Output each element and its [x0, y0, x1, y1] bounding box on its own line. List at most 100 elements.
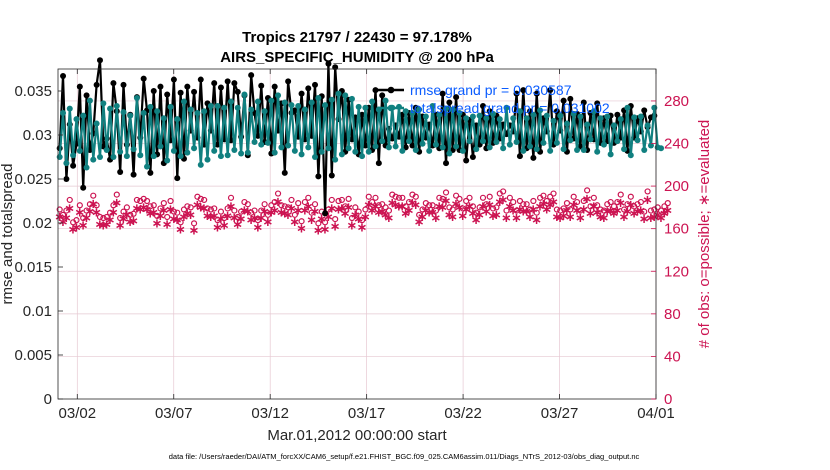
obs-possible-point: [469, 203, 477, 210]
rmse-point: [93, 81, 100, 88]
rmse-point: [439, 90, 446, 97]
obs-evaluated-point: ∗: [380, 208, 391, 223]
rmse-point: [63, 176, 70, 182]
obs-evaluated-point: ∗: [162, 217, 173, 232]
totalspread-point: [275, 92, 282, 99]
obs-evaluated-point: ∗: [84, 205, 95, 220]
totalspread-point: [624, 104, 631, 111]
obs-possible-point: [600, 207, 608, 214]
rmse-point: [580, 99, 587, 106]
rmse-point: [80, 184, 87, 191]
obs-evaluated-point: ∗: [138, 200, 149, 215]
obs-evaluated-point: ∗: [565, 210, 576, 225]
obs-possible-point: [86, 201, 94, 208]
totalspread-point: [594, 148, 601, 155]
totalspread-point: [144, 163, 151, 170]
obs-evaluated-point: ∗: [427, 206, 438, 221]
obs-possible-point: [641, 208, 648, 215]
totalspread-point: [637, 113, 644, 120]
obs-evaluated-point: ∗: [373, 206, 384, 221]
obs-possible-point: [201, 196, 208, 204]
rmse-point: [312, 81, 319, 88]
obs-possible-point: [251, 207, 258, 214]
obs-possible-point: [620, 206, 628, 213]
y-tick-label: 0.025: [14, 171, 52, 188]
obs-evaluated-point: ∗: [471, 213, 482, 228]
obs-possible-point: [385, 207, 393, 214]
obs-possible-point: [164, 213, 171, 221]
obs-possible-point: [489, 205, 497, 212]
obs-possible-point: [261, 201, 268, 208]
obs-evaluated-point: ∗: [195, 200, 206, 215]
obs-evaluated-point: ∗: [538, 197, 549, 212]
obs-possible-point: [90, 192, 97, 199]
rmse-point: [147, 169, 154, 176]
totalspread-point: [658, 145, 665, 152]
totalspread-point: [271, 149, 278, 156]
obs-evaluated-point: ∗: [397, 199, 408, 214]
rmse-point: [614, 111, 621, 118]
obs-possible-point: [127, 211, 134, 218]
obs-evaluated-point: ∗: [326, 201, 337, 216]
y-tick-label: 0.01: [23, 303, 52, 320]
totalspread-point: [412, 146, 419, 153]
obs-evaluated-point: ∗: [168, 212, 179, 227]
obs-evaluated-point: ∗: [88, 197, 99, 212]
rmse-point: [409, 142, 416, 149]
totalspread-point: [100, 100, 107, 107]
obs-evaluated-point: ∗: [98, 218, 109, 233]
obs-possible-point: [644, 188, 651, 195]
rmse-point: [130, 171, 137, 178]
totalspread-point: [473, 146, 480, 153]
obs-evaluated-point: ∗: [551, 210, 562, 225]
totalspread-point: [204, 156, 211, 163]
totalspread-point: [483, 115, 490, 122]
obs-evaluated-point: ∗: [148, 206, 159, 221]
obs-possible-point: [523, 201, 530, 208]
obs-evaluated-point: ∗: [404, 204, 415, 219]
obs-evaluated-point: ∗: [340, 207, 351, 222]
totalspread-point: [439, 144, 446, 151]
totalspread-point: [530, 111, 537, 118]
obs-possible-point: [654, 204, 661, 211]
totalspread-point: [295, 102, 302, 109]
obs-evaluated-point: ∗: [474, 208, 485, 223]
plot-frame: [57, 68, 657, 400]
totalspread-point: [345, 145, 352, 152]
obs-evaluated-point: ∗: [219, 218, 230, 233]
totalspread-point: [647, 142, 654, 149]
obs-possible-point: [543, 197, 550, 205]
totalspread-point: [147, 103, 154, 110]
obs-evaluated-point: ∗: [54, 210, 65, 225]
obs-evaluated-point: ∗: [400, 207, 411, 222]
obs-possible-point: [647, 207, 655, 214]
x-tick-label: 03/07: [155, 405, 193, 422]
rmse-point: [479, 102, 486, 109]
obs-evaluated-point: ∗: [430, 211, 441, 226]
obs-possible-point: [362, 206, 369, 213]
totalspread-point: [201, 108, 208, 115]
obs-possible-point: [429, 202, 436, 209]
obs-evaluated-point: ∗: [410, 198, 421, 213]
obs-possible-point: [570, 193, 577, 200]
obs-evaluated-point: ∗: [293, 204, 304, 219]
totalspread-point: [463, 115, 470, 122]
obs-possible-point: [332, 215, 339, 223]
rmse-point: [150, 88, 157, 94]
y-right-tick-label: 40: [664, 348, 681, 365]
obs-possible-point: [96, 213, 104, 221]
totalspread-point: [76, 147, 83, 154]
totalspread-point: [631, 114, 638, 121]
obs-evaluated-point: ∗: [61, 211, 72, 226]
totalspread-point: [248, 106, 255, 113]
obs-evaluated-point: ∗: [454, 200, 465, 215]
obs-evaluated-point: ∗: [296, 222, 307, 237]
obs-possible-point: [348, 214, 356, 222]
rmse-point: [453, 94, 460, 101]
totalspread-point: [56, 154, 63, 160]
obs-possible-point: [301, 198, 309, 206]
rmse-point: [372, 87, 379, 94]
rmse-point: [446, 99, 453, 106]
totalspread-point: [228, 98, 235, 105]
obs-evaluated-point: ∗: [185, 208, 196, 223]
